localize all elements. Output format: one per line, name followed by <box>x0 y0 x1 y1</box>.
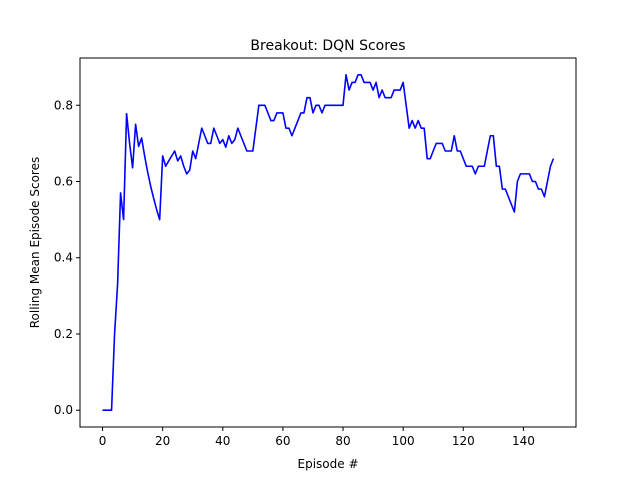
x-tick-label: 0 <box>99 434 107 448</box>
x-tick-label: 120 <box>452 434 475 448</box>
y-tick-label: 0.6 <box>54 175 73 189</box>
x-tick-label: 40 <box>215 434 230 448</box>
y-tick-label: 0.0 <box>54 403 73 417</box>
chart-title: Breakout: DQN Scores <box>250 38 405 54</box>
x-tick-label: 100 <box>392 434 415 448</box>
x-tick-label: 80 <box>335 434 350 448</box>
axis-ticks: 0 20 40 60 80 100 120 140 0.0 0.2 0.4 0.6 0.8 <box>54 98 535 448</box>
y-tick-label: 0.2 <box>54 327 73 341</box>
y-tick-label: 0.4 <box>54 251 73 265</box>
x-tick-label: 20 <box>155 434 170 448</box>
x-tick-label: 60 <box>275 434 290 448</box>
y-tick-label: 0.8 <box>54 98 73 112</box>
y-axis-label: Rolling Mean Episode Scores <box>28 157 42 329</box>
plot-area-frame <box>79 57 577 428</box>
x-tick-label: 140 <box>512 434 535 448</box>
x-axis-label: Episode # <box>298 457 359 471</box>
series-line <box>102 73 555 412</box>
